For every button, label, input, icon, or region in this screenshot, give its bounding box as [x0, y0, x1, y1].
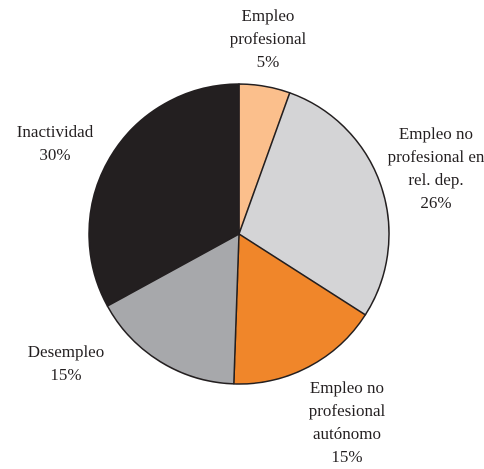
value-label: 15%: [331, 447, 363, 466]
pie-slice: [233, 232, 367, 385]
slice-label: Empleo profesional 5%: [213, 4, 323, 73]
category-label: Empleo no profesional en rel. dep.: [387, 124, 484, 189]
value-label: 30%: [39, 145, 71, 164]
category-label: Inactividad: [16, 122, 94, 141]
pie-slice: [106, 232, 240, 385]
slice-label: Empleo no profesional en rel. dep. 26%: [386, 122, 484, 214]
slice-label: Desempleo 15%: [6, 340, 126, 386]
category-label: Empleo profesional: [229, 6, 307, 48]
category-label: Desempleo: [27, 342, 105, 361]
value-label: 5%: [256, 52, 280, 71]
pie-slice: [88, 83, 240, 308]
slice-label: Empleo no profesional autónomo 15%: [297, 376, 397, 468]
pie-slice: [238, 91, 390, 316]
category-label: Empleo no profesional autónomo: [308, 378, 386, 443]
value-label: 15%: [50, 365, 82, 384]
slice-label: Inactividad 30%: [0, 120, 110, 166]
value-label: 26%: [420, 193, 452, 212]
